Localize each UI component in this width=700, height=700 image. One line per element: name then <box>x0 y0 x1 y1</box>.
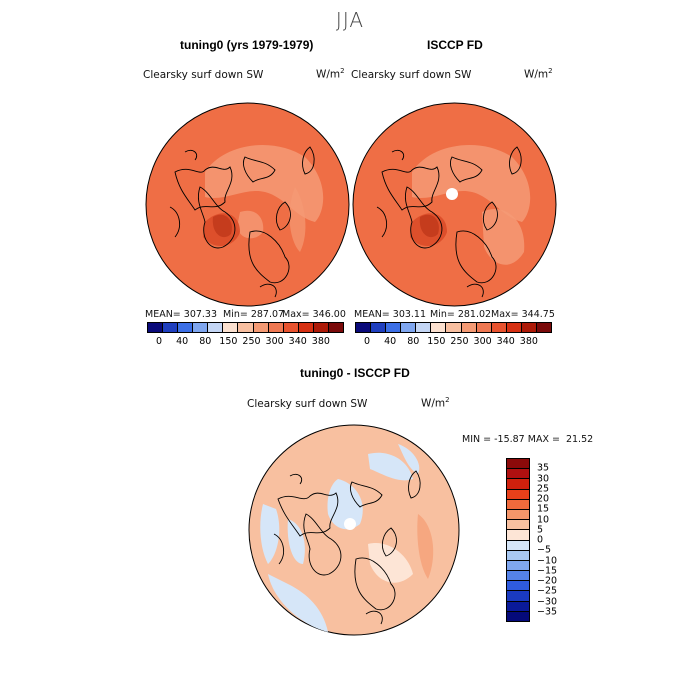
diff-title: tuning0 - ISCCP FD <box>300 366 410 380</box>
panel1-colorbar-swatch <box>268 323 284 332</box>
panel1-colorbar-label: 250 <box>242 336 261 347</box>
panel2-colorbar-label: 250 <box>450 336 469 347</box>
diff-colorbar-swatch <box>507 459 529 470</box>
diff-colorbar-swatch <box>507 581 529 592</box>
panel2-colorbar-swatch <box>356 323 372 332</box>
panel2-mean: MEAN= 303.11 <box>354 309 427 320</box>
diff-colorbar-swatch <box>507 509 529 521</box>
panel2-colorbar-label: 0 <box>363 336 371 347</box>
panel1-colorbar-labels: 0 40 80 150 250 300 340 380 <box>147 336 344 348</box>
panel2-colorbar-swatch <box>506 323 522 332</box>
panel2-colorbar-swatch <box>446 323 462 332</box>
diff-colorbar-swatch <box>507 540 529 551</box>
diff-colorbar-label: 15 <box>537 503 550 515</box>
diff-colorbar-swatch <box>507 520 529 531</box>
diff-colorbar-label: −20 <box>537 575 558 587</box>
diff-colorbar-label: 25 <box>537 483 550 495</box>
panel2-colorbar-label: 380 <box>519 336 538 347</box>
panel2-colorbar-swatch <box>536 323 552 332</box>
diff-colorbar-swatch <box>507 469 529 480</box>
diff-colorbar-label: −5 <box>537 544 552 556</box>
diff-colorbar-label: −35 <box>537 606 558 618</box>
panel1-title: tuning0 (yrs 1979-1979) <box>180 38 314 52</box>
diff-colorbar-swatch <box>507 571 529 582</box>
panel1-map <box>145 102 350 307</box>
panel1-colorbar-swatch <box>163 323 179 332</box>
panel2-colorbar-swatch <box>491 323 507 332</box>
diff-colorbar-swatch <box>507 479 529 490</box>
diff-units: W/m2 <box>421 396 450 410</box>
panel1-colorbar-swatch <box>253 323 269 332</box>
diff-colorbar-swatch <box>507 611 529 621</box>
diff-colorbar-swatch <box>507 591 529 602</box>
panel1-variable: Clearsky surf down SW <box>143 69 264 81</box>
panel1-colorbar-label: 380 <box>311 336 330 347</box>
panel2-map <box>352 102 557 307</box>
season-title: JJA <box>335 8 365 32</box>
diff-colorbar-label: 5 <box>537 524 544 536</box>
panel2-colorbar-swatch <box>416 323 432 332</box>
diff-variable: Clearsky surf down SW <box>247 398 368 410</box>
panel1-colorbar-swatch <box>313 323 329 332</box>
panel2-colorbar-swatch <box>461 323 477 332</box>
panel2-colorbar <box>355 322 552 333</box>
panel2-min: Min= 281.02 <box>430 309 492 320</box>
panel2-max: Max= 344.75 <box>491 309 555 320</box>
panel2-variable: Clearsky surf down SW <box>351 69 472 81</box>
diff-minmax: MIN = -15.87 MAX = 21.52 <box>462 434 594 445</box>
panel2-colorbar-label: 300 <box>473 336 492 347</box>
panel1-colorbar-label: 340 <box>288 336 307 347</box>
diff-colorbar-swatch <box>507 489 529 500</box>
panel1-min: Min= 287.07 <box>223 309 285 320</box>
panel1-colorbar-label: 300 <box>265 336 284 347</box>
panel1-colorbar-swatch <box>178 323 194 332</box>
panel2-units: W/m2 <box>524 67 553 81</box>
diff-colorbar-swatch <box>507 560 529 572</box>
panel1-units: W/m2 <box>316 67 345 81</box>
panel1-colorbar-swatch <box>238 323 254 332</box>
panel2-title: ISCCP FD <box>427 38 483 52</box>
panel1-colorbar-label: 150 <box>219 336 238 347</box>
panel1-colorbar <box>147 322 344 333</box>
diff-colorbar-swatch <box>507 530 529 541</box>
panel2-colorbar-swatch <box>371 323 387 332</box>
panel2-colorbar-label: 40 <box>384 336 397 347</box>
panel1-colorbar-label: 80 <box>199 336 212 347</box>
panel2-colorbar-labels: 0 40 80 150 250 300 340 380 <box>355 336 552 348</box>
diff-colorbar-label: −15 <box>537 565 558 577</box>
panel1-colorbar-swatch <box>223 323 239 332</box>
diff-colorbar-label: 20 <box>537 493 550 505</box>
diff-colorbar-label: −10 <box>537 555 558 566</box>
diff-colorbar-label: 0 <box>537 534 544 546</box>
panel2-colorbar-swatch <box>386 323 402 332</box>
panel2-colorbar-label: 150 <box>427 336 446 347</box>
diff-colorbar-label: 10 <box>537 514 550 525</box>
diff-colorbar <box>506 458 530 622</box>
diff-colorbar-swatch <box>507 550 529 561</box>
panel1-colorbar-swatch <box>148 323 164 332</box>
diff-colorbar-swatch <box>507 499 529 510</box>
panel1-colorbar-swatch <box>298 323 314 332</box>
diff-colorbar-labels: 35 30 25 20 15 10 5 0 −5 −10 −15 −20 −25 −30 −35 <box>537 458 567 622</box>
panel1-mean: MEAN= 307.33 <box>145 309 218 320</box>
panel2-colorbar-label: 340 <box>496 336 515 347</box>
panel2-colorbar-swatch <box>401 323 417 332</box>
panel2-colorbar-label: 80 <box>407 336 420 347</box>
diff-colorbar-label: 35 <box>537 462 550 474</box>
diff-colorbar-swatch <box>507 601 529 612</box>
panel1-colorbar-swatch <box>328 323 344 332</box>
panel1-colorbar-label: 40 <box>176 336 189 347</box>
diff-colorbar-label: −25 <box>537 585 558 597</box>
panel2-colorbar-swatch <box>476 323 492 332</box>
panel2-colorbar-swatch <box>431 323 447 332</box>
diff-colorbar-label: −30 <box>537 596 558 607</box>
panel1-max: Max= 346.00 <box>282 309 346 320</box>
panel1-colorbar-swatch <box>193 323 209 332</box>
panel2-colorbar-swatch <box>521 323 537 332</box>
diff-map <box>248 424 460 636</box>
diff-colorbar-label: 30 <box>537 473 550 484</box>
panel1-colorbar-swatch <box>283 323 299 332</box>
panel1-colorbar-label: 0 <box>155 336 163 347</box>
panel1-colorbar-swatch <box>208 323 224 332</box>
